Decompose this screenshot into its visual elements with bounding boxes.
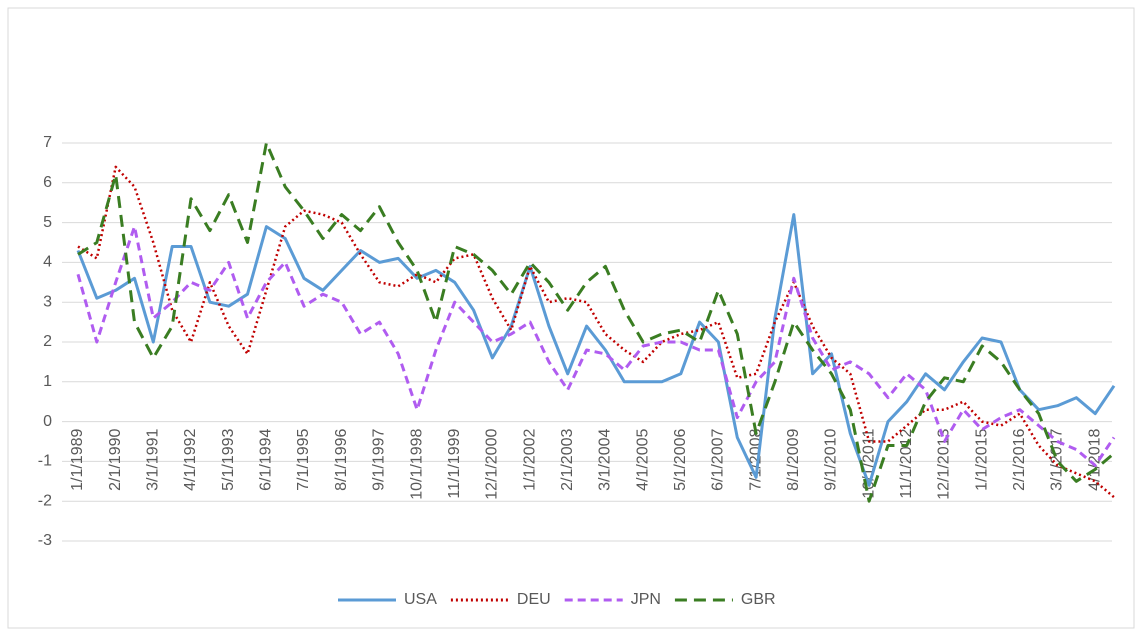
- y-tick-label: 7: [43, 134, 52, 151]
- y-tick-label: 2: [43, 333, 52, 350]
- y-tick-label: 1: [43, 373, 52, 390]
- series-line: [77, 165, 1115, 499]
- y-tick-label: 6: [43, 174, 52, 191]
- chart-frame: [7, 7, 1135, 629]
- x-tick-label: 4/1/2005: [634, 428, 651, 490]
- y-tick-label: -2: [38, 492, 52, 509]
- legend-label: GBR: [741, 591, 776, 608]
- x-tick-label: 2/1/1990: [107, 428, 124, 490]
- x-tick-label: 9/1/2010: [823, 428, 840, 490]
- legend-label: DEU: [517, 591, 551, 608]
- x-tick-label: 11/1/1999: [446, 429, 463, 499]
- x-tick-label: 6/1/1994: [258, 428, 275, 490]
- x-tick-label: 1/1/2002: [521, 428, 538, 490]
- y-tick-label: -1: [38, 453, 52, 470]
- series-line: [76, 213, 1116, 487]
- x-tick-label: 6/1/2007: [710, 428, 727, 490]
- x-tick-label: 4/1/1992: [182, 428, 199, 490]
- x-tick-label: 9/1/1997: [371, 428, 388, 490]
- x-tick-label: 7/1/1995: [295, 428, 312, 490]
- x-tick-label: 11/1/2012: [898, 429, 915, 499]
- x-tick-label: 5/1/2006: [672, 428, 689, 490]
- x-tick-label: 5/1/1993: [220, 428, 237, 490]
- x-tick-label: 2/1/2003: [559, 428, 576, 490]
- series-line: [77, 141, 1115, 503]
- x-tick-label: 8/1/2009: [785, 428, 802, 490]
- series-line: [76, 225, 1116, 467]
- x-tick-label: 1/1/2015: [973, 428, 990, 490]
- x-tick-label: 10/1/1998: [408, 429, 425, 500]
- y-tick-label: -3: [38, 532, 52, 549]
- x-tick-label: 3/1/1991: [145, 428, 162, 490]
- y-tick-label: 4: [43, 254, 52, 271]
- y-tick-label: 5: [43, 214, 52, 231]
- x-tick-label: 8/1/1996: [333, 428, 350, 490]
- x-tick-label: 12/1/2000: [484, 429, 501, 500]
- x-tick-label: 2/1/2016: [1011, 428, 1028, 490]
- x-tick-label: 1/1/1989: [69, 428, 86, 490]
- legend-label: JPN: [631, 591, 661, 608]
- x-tick-label: 3/1/2004: [597, 428, 614, 490]
- x-tick-label: 4/1/2018: [1086, 428, 1103, 490]
- y-tick-label: 3: [43, 293, 52, 310]
- y-tick-label: 0: [43, 413, 52, 430]
- legend-label: USA: [404, 591, 437, 608]
- x-tick-label: 12/1/2013: [936, 429, 953, 500]
